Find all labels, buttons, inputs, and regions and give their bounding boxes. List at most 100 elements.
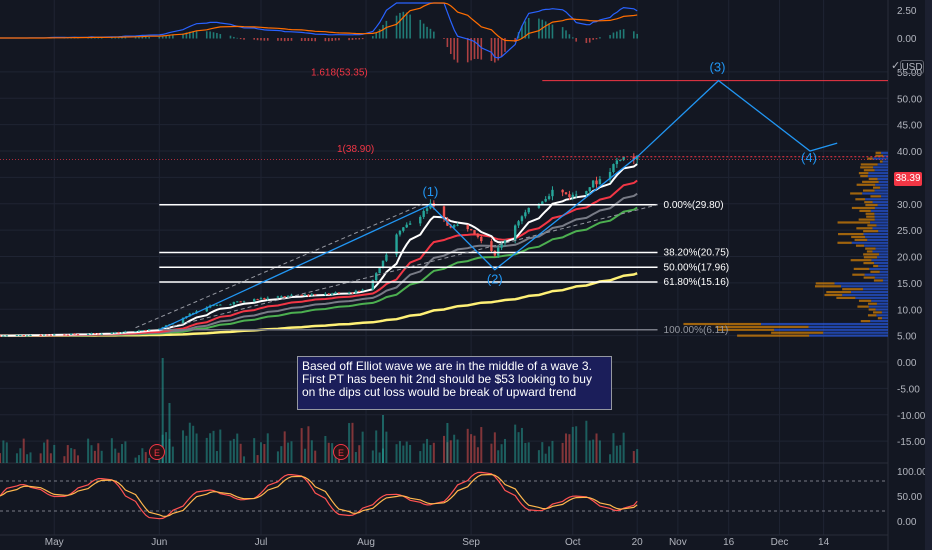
volume-bar [283, 431, 286, 463]
macd-histogram-bar [243, 38, 245, 40]
candle-body [86, 334, 90, 336]
macd-histogram-bar [124, 37, 127, 39]
volume-bar [192, 425, 195, 463]
candle-body [266, 297, 269, 299]
candle-body [53, 334, 56, 336]
volume-profile-bar [872, 157, 888, 160]
volume-profile-bar [871, 299, 888, 302]
volume-profile-bar [870, 270, 880, 273]
volume-bar [182, 430, 185, 463]
candle-body [497, 247, 500, 256]
volume-profile-bar [875, 183, 888, 186]
candle-body [90, 333, 93, 335]
volume-profile-bar [860, 163, 878, 166]
macd-histogram-bar [300, 38, 303, 41]
earnings-marker-jun[interactable]: E [149, 444, 165, 460]
candle-body [541, 201, 544, 205]
candle-body [425, 208, 429, 211]
volume-bar [443, 435, 445, 463]
candle-body [371, 280, 375, 290]
volume-bar [70, 448, 73, 463]
volume-bar [263, 444, 266, 463]
stoch-tick-label: 100.00 [897, 467, 928, 478]
volume-bar [405, 441, 408, 463]
macd-histogram-bar [500, 38, 503, 57]
volume-profile-bar [863, 256, 878, 259]
candle-body [490, 241, 493, 251]
candle-body [466, 224, 469, 230]
volume-profile-bar [877, 203, 888, 207]
candle-body [591, 180, 595, 188]
currency-button[interactable]: USD [900, 60, 924, 74]
earnings-marker-aug[interactable]: E [333, 444, 349, 460]
volume-profile-bar [880, 186, 888, 189]
candle-body [408, 223, 412, 225]
volume-bar [287, 442, 290, 463]
price-tick-label: 15.00 [897, 279, 922, 290]
volume-bar [324, 435, 327, 463]
macd-histogram-bar [358, 38, 361, 40]
candle-body [385, 254, 388, 261]
volume-bar [5, 442, 8, 463]
candle-body [46, 334, 49, 336]
time-tick-label: 14 [818, 537, 830, 548]
macd-histogram-bar [158, 36, 161, 39]
candle-body [564, 192, 568, 195]
volume-bar [595, 433, 598, 463]
volume-profile-bar [854, 238, 868, 241]
channel-line-dashed[interactable] [135, 203, 424, 329]
macd-histogram-bar [419, 19, 422, 39]
volume-bar [361, 431, 364, 463]
volume-profile-bar [875, 308, 888, 311]
volume-bar [575, 426, 578, 463]
volume-profile-bar [808, 325, 888, 329]
volume-profile-bar [879, 160, 883, 163]
macd-histogram-bar [253, 38, 255, 40]
price-tick-label: 50.00 [897, 94, 922, 105]
volume-profile-bar [850, 259, 872, 262]
wave-label: (2) [487, 272, 503, 287]
time-tick-label: Jul [255, 537, 268, 548]
macd-histogram-bar [385, 20, 388, 39]
trend-line-dashed[interactable] [159, 204, 658, 331]
volume-bar [527, 442, 530, 463]
candle-body [337, 292, 341, 294]
volume-profile-bar [826, 291, 852, 294]
candle-body [381, 260, 385, 268]
candle-body [561, 189, 564, 193]
volume-profile-bar [873, 279, 883, 282]
volume-bar [588, 440, 591, 463]
macd-histogram-bar [585, 38, 588, 43]
volume-profile-bar [865, 247, 876, 250]
volume-profile-bar [867, 224, 877, 227]
macd-histogram-bar [477, 38, 479, 59]
volume-bar [205, 437, 208, 463]
candle-body [588, 187, 591, 192]
volume-profile-bar [850, 192, 863, 195]
macd-histogram-bar [395, 15, 398, 39]
candle-body [452, 224, 456, 228]
price-scale-scrollbar[interactable] [925, 0, 932, 550]
volume-profile-bar [858, 172, 869, 175]
annotation-note[interactable]: Based off Elliot wave we are in the midd… [297, 356, 612, 410]
volume-bar [571, 426, 574, 463]
volume-profile-bar [874, 206, 888, 210]
volume-profile-bar [874, 218, 888, 221]
candle-body [19, 335, 22, 337]
macd-histogram-bar [94, 37, 96, 39]
macd-histogram-bar [351, 38, 354, 40]
volume-profile-bar [874, 276, 888, 279]
macd-histogram-bar [148, 36, 150, 39]
candle-body [215, 304, 219, 306]
volume-profile-bar [855, 198, 866, 201]
volume-profile-bar [858, 299, 872, 302]
elliott-wave-path[interactable] [159, 79, 838, 331]
volume-profile-bar [863, 253, 880, 256]
fib-level-label: 50.00%(17.96) [664, 262, 730, 273]
candle-body [290, 294, 293, 296]
price-tick-label: -5.00 [897, 384, 920, 395]
macd-histogram-bar [466, 38, 469, 63]
volume-bar [351, 422, 354, 463]
macd-histogram-bar [548, 23, 550, 39]
